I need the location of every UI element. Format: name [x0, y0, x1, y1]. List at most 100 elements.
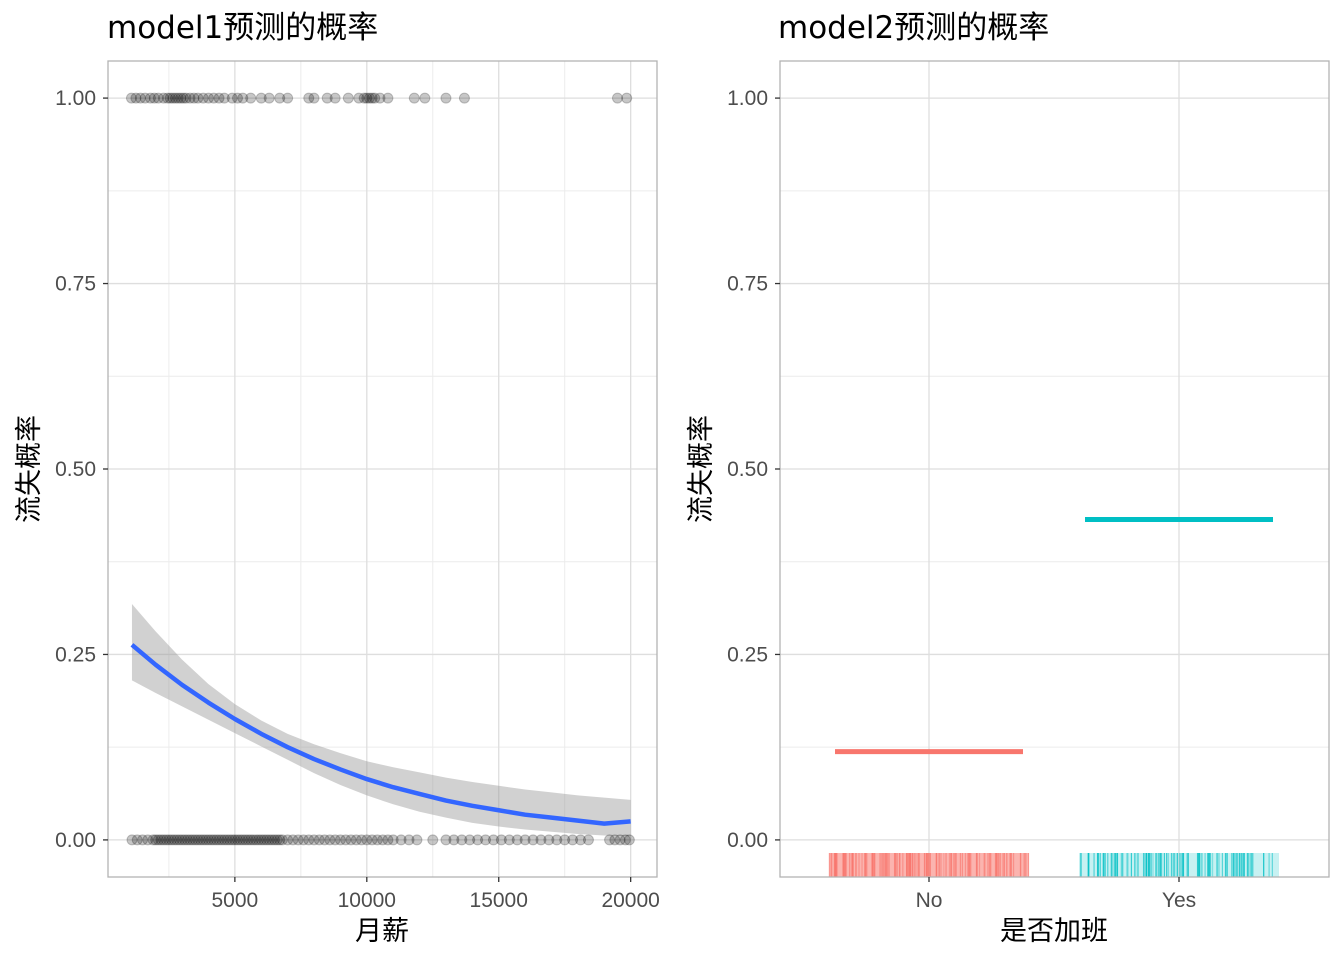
- panel-model2: model2预测的概率 0.00 0.25 0.50 0.75 1.00 No Yes 是…: [686, 10, 1330, 947]
- panel2-y-tick-label: 1.00: [727, 87, 768, 110]
- panel2-y-axis-title: 流失概率: [686, 415, 717, 523]
- point-attrition-no: [168, 834, 180, 846]
- point-attrition-yes: [245, 92, 257, 104]
- point-attrition-no: [271, 834, 283, 846]
- point-attrition-yes: [139, 92, 151, 104]
- point-attrition-no: [210, 834, 222, 846]
- point-attrition-no: [313, 834, 325, 846]
- panel1-y-axis-title: 流失概率: [14, 415, 45, 523]
- point-attrition-yes: [164, 92, 176, 104]
- point-attrition-yes: [369, 92, 381, 104]
- panel2-rug: [828, 853, 1279, 877]
- point-attrition-no: [205, 834, 217, 846]
- point-attrition-no: [226, 834, 238, 846]
- point-attrition-yes: [218, 92, 230, 104]
- point-attrition-no: [511, 834, 523, 846]
- point-attrition-no: [261, 834, 273, 846]
- panel1-y-tick-label: 0.50: [55, 458, 96, 481]
- panel-model1: model1预测的概率 0.00 0.25 0.50 0.75 1.00 5000 100…: [14, 10, 660, 947]
- point-attrition-yes: [144, 92, 156, 104]
- point-attrition-yes: [342, 92, 354, 104]
- point-attrition-yes: [374, 92, 386, 104]
- point-attrition-yes: [197, 92, 209, 104]
- point-attrition-yes: [172, 92, 184, 104]
- point-attrition-no: [308, 834, 320, 846]
- panel2-y-ticks: 0.00 0.25 0.50 0.75 1.00: [727, 87, 780, 852]
- point-attrition-yes: [274, 92, 286, 104]
- point-attrition-no: [250, 834, 262, 846]
- point-attrition-yes: [408, 92, 420, 104]
- point-attrition-no: [382, 834, 394, 846]
- point-attrition-no: [456, 834, 468, 846]
- point-attrition-yes: [134, 92, 146, 104]
- point-attrition-no: [604, 834, 616, 846]
- point-attrition-yes: [125, 92, 137, 104]
- point-attrition-no: [319, 834, 331, 846]
- point-attrition-no: [195, 834, 207, 846]
- point-attrition-yes: [208, 92, 220, 104]
- point-attrition-no: [361, 834, 373, 846]
- point-attrition-no: [551, 834, 563, 846]
- point-attrition-no: [567, 834, 579, 846]
- point-attrition-no: [324, 834, 336, 846]
- point-attrition-no: [263, 834, 275, 846]
- point-attrition-no: [503, 834, 515, 846]
- rug-base: [1079, 853, 1279, 877]
- point-attrition-yes: [419, 92, 431, 104]
- point-attrition-yes: [184, 92, 196, 104]
- point-attrition-no: [334, 834, 346, 846]
- panel2-title: model2预测的概率: [778, 10, 1049, 46]
- fit-curve-line: [130, 643, 631, 826]
- point-attrition-no: [356, 834, 368, 846]
- panel1-x-tick-label: 5000: [212, 889, 259, 912]
- point-attrition-no: [202, 834, 214, 846]
- point-attrition-yes: [167, 92, 179, 104]
- point-attrition-yes: [353, 92, 365, 104]
- point-attrition-yes: [226, 92, 238, 104]
- point-attrition-no: [242, 834, 254, 846]
- panel1-y-tick-label: 0.75: [55, 273, 96, 296]
- point-attrition-no: [173, 834, 185, 846]
- point-attrition-no: [619, 834, 631, 846]
- point-attrition-no: [239, 834, 251, 846]
- point-attrition-no: [192, 834, 204, 846]
- point-attrition-no: [519, 834, 531, 846]
- point-attrition-no: [448, 834, 460, 846]
- panel1-title: model1预测的概率: [107, 10, 378, 46]
- point-attrition-no: [224, 834, 236, 846]
- point-attrition-no: [142, 834, 154, 846]
- panel2-y-tick-label: 0.25: [727, 643, 768, 666]
- point-attrition-no: [187, 834, 199, 846]
- point-attrition-yes: [440, 92, 452, 104]
- point-attrition-yes: [237, 92, 249, 104]
- point-attrition-no: [200, 834, 212, 846]
- point-attrition-no: [440, 834, 452, 846]
- panel1-confidence-band: [131, 604, 631, 837]
- point-attrition-yes: [382, 92, 394, 104]
- point-attrition-yes: [308, 92, 320, 104]
- point-attrition-no: [158, 834, 170, 846]
- panel1-fit-curve: [130, 643, 631, 826]
- point-attrition-no: [287, 834, 299, 846]
- point-attrition-no: [387, 834, 399, 846]
- point-attrition-yes: [158, 92, 170, 104]
- point-attrition-no: [582, 834, 594, 846]
- panel2-y-tick-label: 0.75: [727, 273, 768, 296]
- panel1-x-tick-label: 15000: [470, 889, 528, 912]
- point-attrition-no: [480, 834, 492, 846]
- point-attrition-no: [274, 834, 286, 846]
- point-attrition-no: [340, 834, 352, 846]
- point-attrition-yes: [177, 92, 189, 104]
- point-attrition-no: [350, 834, 362, 846]
- point-attrition-no: [543, 834, 555, 846]
- panel1-grid: [108, 61, 657, 877]
- panel1-x-axis-title: 月薪: [355, 916, 409, 947]
- point-attrition-yes: [255, 92, 267, 104]
- point-attrition-no: [126, 834, 138, 846]
- point-attrition-no: [176, 834, 188, 846]
- point-attrition-no: [268, 834, 280, 846]
- panel2-grid: [780, 61, 1329, 877]
- point-attrition-no: [345, 834, 357, 846]
- point-attrition-no: [623, 834, 635, 846]
